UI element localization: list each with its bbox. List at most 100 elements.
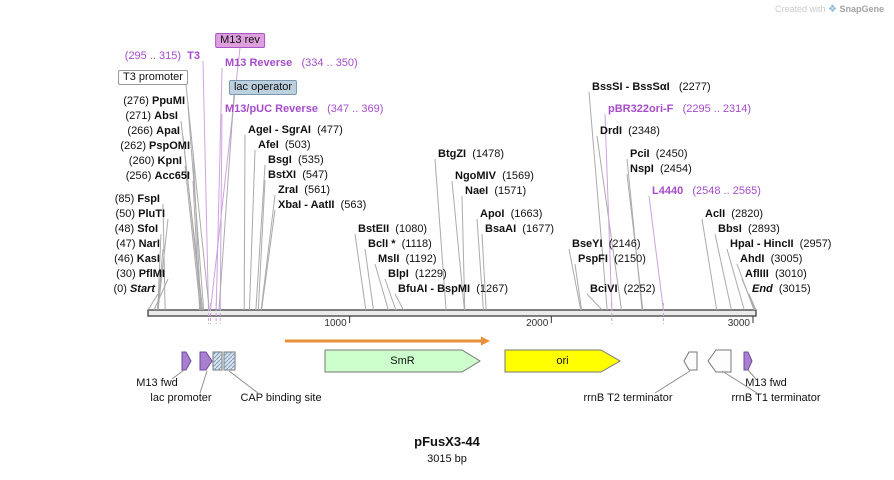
enzyme-label-xbai-aatii[interactable]: XbaI - AatII (563) [278,199,367,211]
leader-line-naei [461,195,466,311]
m13-fwd-primer-left[interactable] [181,351,192,371]
feature-label-line-rrnb-t2-terminator [654,370,691,394]
enzyme-label-sfoi[interactable]: (48) SfoI [114,223,158,235]
lac-operator-label[interactable]: lac operator [228,80,298,95]
leader-line-bcli [364,248,374,311]
feature-label-m13-fwd-0[interactable]: M13 fwd [136,377,178,389]
enzyme-label-bfuai-bspmi[interactable]: BfuAI - BspMI (1267) [398,283,509,295]
leader-line-ngomiv [451,180,465,311]
enzyme-label-acli[interactable]: AclI (2820) [705,208,764,220]
leader-line-kasi [156,263,164,311]
leader-line-apoi [476,218,484,311]
enzyme-label-bstxi[interactable]: BstXI (547) [268,169,328,181]
leader-line-agei-sgrai [243,134,246,311]
enzyme-label-pflmi[interactable]: (30) PflMI [116,268,165,280]
enzyme-label-naei[interactable]: NaeI (1571) [465,185,527,197]
enzyme-label-hpai-hincii[interactable]: HpaI - HincII (2957) [730,238,832,250]
enzyme-label-absi[interactable]: (271) AbsI [125,110,178,122]
ruler-number: 1000 [324,318,347,329]
enzyme-label-acc65i[interactable]: (256) Acc65I [125,170,190,182]
primer-leader-line-l4440 [648,195,664,311]
primer-label-pbr322ori-f[interactable]: pBR322ori-F (2295 .. 2314) [608,103,752,115]
enzyme-label-afei[interactable]: AfeI (503) [258,139,311,151]
enzyme-label-apai[interactable]: (266) ApaI [127,125,180,137]
cap-binding-site-hatch [224,352,235,370]
enzyme-label-pspomi[interactable]: (262) PspOMI [120,140,190,152]
enzyme-label-bsgi[interactable]: BsgI (535) [268,154,324,166]
leader-line-xbai-aatii [261,209,276,311]
ruler-number: 3000 [727,318,750,329]
primer-label-m13-reverse[interactable]: M13 Reverse (334 .. 350) [225,57,358,69]
leader-line-hpai-hincii [726,248,745,311]
leader-line-pspomi [192,150,202,311]
leader-line-afliii [741,278,756,311]
leader-line-bseyi [568,248,582,311]
feature-label-line-cap-binding-site [228,370,259,394]
feature-label-line-rrnb-t1-terminator [721,370,758,394]
enzyme-label-kasi[interactable]: (46) KasI [114,253,160,265]
enzyme-label-zrai[interactable]: ZraI (561) [278,184,330,196]
enzyme-label-pluti[interactable]: (50) PluTI [115,208,165,220]
leader-line-acli [701,218,718,311]
enzyme-label-start[interactable]: (0) Start [113,283,155,295]
leader-line-msli [374,263,389,311]
leader-line-end [748,293,757,311]
enzyme-label-pspfi[interactable]: PspFI (2150) [578,253,646,265]
enzyme-label-bsssi-bsss-i[interactable]: BssSI - BssSαI (2277) [592,81,711,93]
leader-line-t3-promoter [185,84,210,311]
enzyme-label-bseyi[interactable]: BseYI (2146) [572,238,641,250]
enzyme-label-bbsi[interactable]: BbsI (2893) [718,223,780,235]
smr-gene[interactable] [324,349,481,373]
lac-operator-hatch [213,352,222,370]
rrnb-t1-terminator[interactable] [707,349,732,373]
orange-directional-arrow-head [481,336,490,346]
feature-label-line-m13-fwd [747,369,757,380]
enzyme-label-end[interactable]: End (3015) [752,283,811,295]
primer-label-m13-puc-reverse[interactable]: M13/pUC Reverse (347 .. 369) [225,103,384,115]
m13-rev-label[interactable]: M13 rev [215,33,265,48]
enzyme-label-fspi[interactable]: (85) FspI [114,193,160,205]
enzyme-label-ppumi[interactable]: (276) PpuMI [123,95,185,107]
feature-label-cap-binding-site-2[interactable]: CAP binding site [240,392,322,404]
enzyme-label-ahdi[interactable]: AhdI (3005) [740,253,803,265]
plasmid-title-block: pFusX3-44 3015 bp [0,434,894,465]
enzyme-label-bsaai[interactable]: BsaAI (1677) [485,223,555,235]
enzyme-label-pcii[interactable]: PciI (2450) [630,148,688,160]
leader-line-lac-operator [218,94,235,311]
enzyme-label-blpi[interactable]: BlpI (1229) [388,268,447,280]
m13-fwd-primer-right[interactable] [743,351,753,371]
enzyme-label-btgzi[interactable]: BtgZI (1478) [438,148,505,160]
sequence-axis[interactable] [147,309,757,317]
enzyme-label-bcivi[interactable]: BciVI (2252) [590,283,656,295]
enzyme-label-bcli[interactable]: BclI * (1118) [368,238,432,250]
feature-label-m13-fwd-5[interactable]: M13 fwd [745,377,787,389]
enzyme-label-agei-sgrai[interactable]: AgeI - SgrAI (477) [248,124,343,136]
t3-promoter-label[interactable]: T3 promoter [118,70,188,85]
enzyme-label-apoi[interactable]: ApoI (1663) [480,208,543,220]
enzyme-label-afliii[interactable]: AflIII (3010) [745,268,807,280]
enzyme-label-bsteii[interactable]: BstEII (1080) [358,223,428,235]
enzyme-label-nari[interactable]: (47) NarI [115,238,160,250]
enzyme-label-nspi[interactable]: NspI (2454) [630,163,692,175]
leader-line-btgzi [434,158,447,311]
lac-promoter[interactable] [199,351,213,371]
enzyme-label-msli[interactable]: MslI (1192) [378,253,437,265]
enzyme-label-drdi[interactable]: DrdI (2348) [600,125,660,137]
primer-leader-line-t3 [202,60,209,311]
feature-label-rrnb-t1-terminator-4[interactable]: rrnB T1 terminator [731,392,821,404]
primer-label-l4440[interactable]: L4440 (2548 .. 2565) [652,185,761,197]
feature-label-rrnb-t2-terminator-3[interactable]: rrnB T2 terminator [583,392,673,404]
leader-line-zrai [260,194,276,311]
feature-label-lac-promoter-1[interactable]: lac promoter [150,392,212,404]
rrnb-t2-terminator[interactable] [683,351,698,371]
leader-line-pflmi [153,278,169,311]
ruler-number: 2000 [526,318,549,329]
ori[interactable] [504,349,621,373]
primer-label-t3[interactable]: (295 .. 315) T3 [124,50,200,62]
leader-line-start [147,293,159,311]
credit-text: Created with [774,4,826,14]
leader-line-nspi [626,173,644,311]
enzyme-label-kpni[interactable]: (260) KpnI [128,155,182,167]
enzyme-label-ngomiv[interactable]: NgoMIV (1569) [455,170,534,182]
